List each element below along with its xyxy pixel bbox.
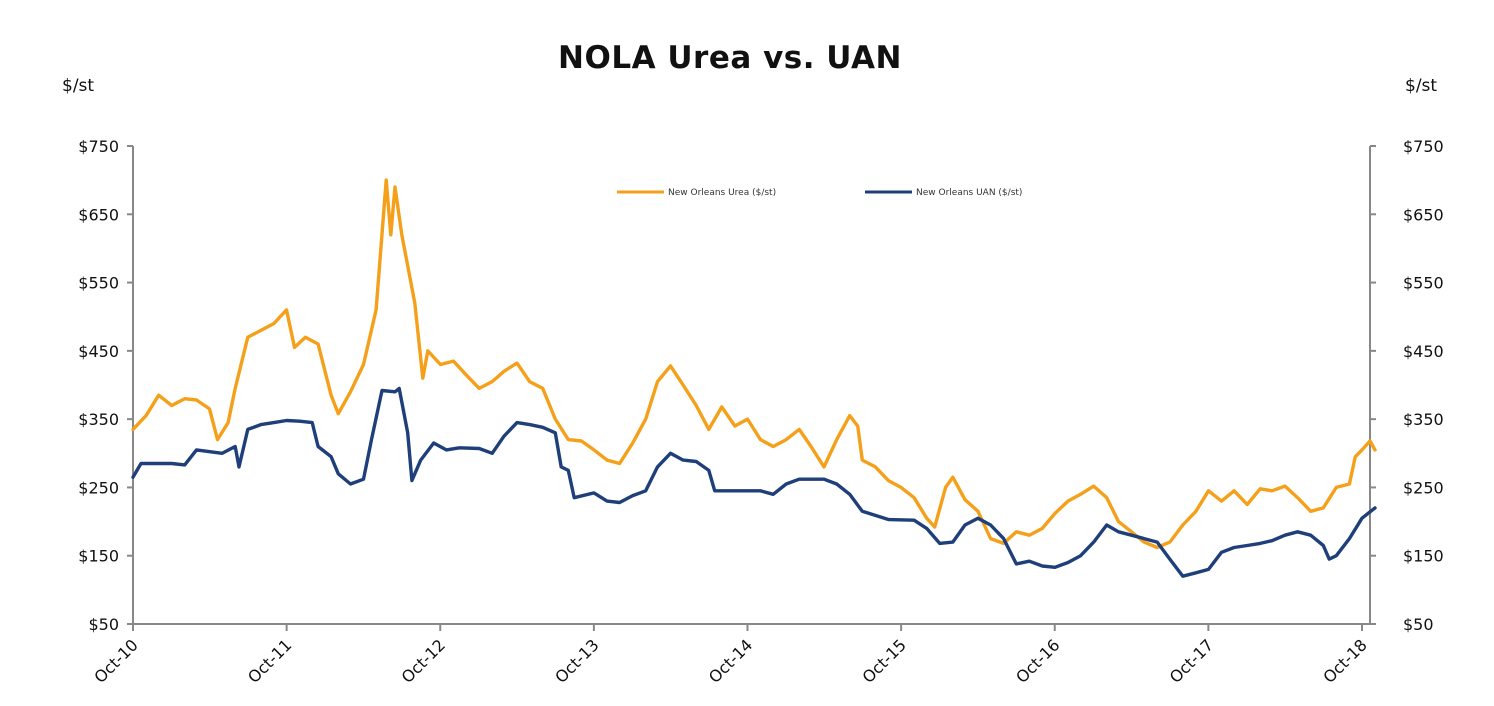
axes: $50 $50 $150 $150 $250 $250 $350 $350 $450 $450 $5… (78, 137, 1443, 687)
y-tick-label-right: $450 (1403, 342, 1444, 361)
x-tick-label: Oct-10 (90, 635, 141, 686)
y-tick-label-right: $650 (1403, 205, 1444, 224)
right-axis-unit: $/st (1405, 76, 1438, 96)
y-tick-label-left: $650 (78, 205, 119, 224)
y-tick-label-left: $350 (78, 410, 119, 429)
x-tick-label: Oct-14 (705, 635, 756, 686)
y-tick-label-right: $150 (1403, 547, 1444, 566)
y-tick-label-left: $250 (78, 478, 119, 497)
y-tick-label-right: $50 (1403, 615, 1434, 634)
y-tick-label-left: $50 (88, 615, 119, 634)
series-line-uan (131, 386, 1377, 578)
legend-label: New Orleans Urea ($/st) (668, 188, 776, 198)
x-tick-label: Oct-18 (1319, 635, 1370, 686)
series-line-urea (131, 178, 1377, 550)
y-tick-label-right: $250 (1403, 478, 1444, 497)
legend: New Orleans Urea ($/st) New Orleans UAN (… (617, 188, 1022, 198)
left-axis-unit: $/st (62, 76, 95, 96)
x-tick-label: Oct-12 (398, 635, 449, 686)
x-tick-label: Oct-11 (244, 635, 295, 686)
y-tick-label-right: $350 (1403, 410, 1444, 429)
series-layer (131, 178, 1377, 578)
x-tick-label: Oct-13 (551, 635, 602, 686)
y-tick-label-right: $550 (1403, 274, 1444, 293)
legend-label: New Orleans UAN ($/st) (916, 188, 1022, 198)
x-tick-label: Oct-16 (1012, 635, 1063, 686)
y-tick-label-right: $750 (1403, 137, 1444, 156)
y-tick-label-left: $450 (78, 342, 119, 361)
y-tick-label-left: $150 (78, 547, 119, 566)
y-tick-label-left: $750 (78, 137, 119, 156)
x-tick-label: Oct-17 (1166, 635, 1217, 686)
chart-title: NOLA Urea vs. UAN (558, 40, 902, 76)
y-tick-label-left: $550 (78, 274, 119, 293)
x-tick-label: Oct-15 (858, 635, 909, 686)
